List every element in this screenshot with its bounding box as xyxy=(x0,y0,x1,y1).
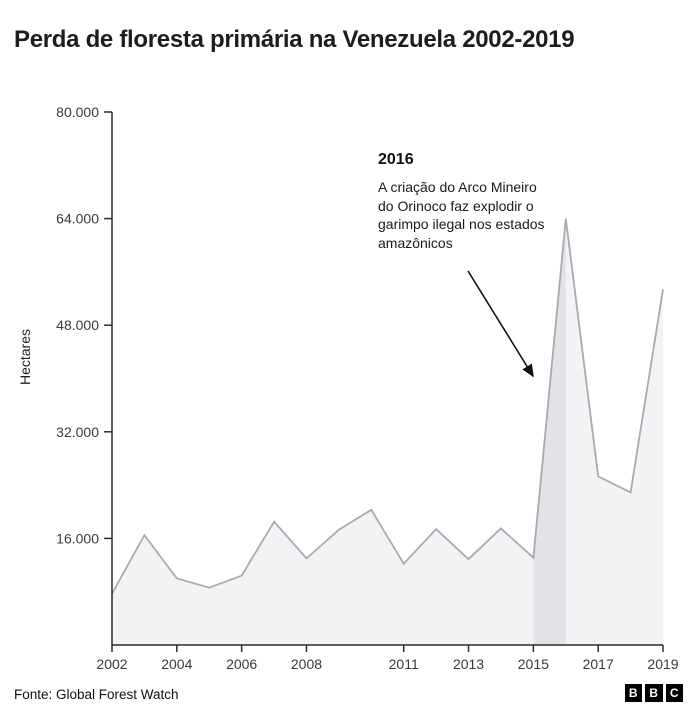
bbc-logo-block: B xyxy=(645,684,663,702)
y-tick-label: 16.000 xyxy=(56,530,99,546)
bbc-logo-block: C xyxy=(665,684,683,702)
x-tick-label: 2013 xyxy=(453,656,484,672)
chart-title: Perda de floresta primária na Venezuela … xyxy=(14,26,575,54)
source-credit: Fonte: Global Forest Watch xyxy=(14,687,179,702)
highlight-band-2015-2016 xyxy=(533,218,566,645)
y-axis-ticks: 80.000 64.000 48.000 32.000 16.000 xyxy=(56,104,112,546)
annotation-arrow xyxy=(467,270,534,378)
x-tick-label: 2002 xyxy=(96,656,127,672)
area-fill-layer xyxy=(112,218,663,645)
x-tick-label: 2006 xyxy=(226,656,257,672)
x-tick-label: 2017 xyxy=(583,656,614,672)
area-fill xyxy=(112,218,663,645)
annotation-line: garimpo ilegal nos estados xyxy=(378,216,545,232)
y-tick-label: 32.000 xyxy=(56,424,99,440)
annotation-heading: 2016 xyxy=(378,151,414,168)
annotation-body: A criação do Arco Mineiro do Orinoco faz … xyxy=(378,178,568,252)
axes-layer xyxy=(111,112,663,646)
x-tick-label: 2008 xyxy=(291,656,322,672)
y-axis-title: Hectares xyxy=(17,328,33,386)
annotation-line: do Orinoco faz explodir o xyxy=(378,197,534,214)
x-tick-label: 2011 xyxy=(389,656,419,672)
y-tick-label: 48.000 xyxy=(56,317,99,333)
x-tick-label: 2004 xyxy=(161,656,192,672)
y-tick-label: 64.000 xyxy=(56,211,99,227)
annotation-line: A criação do Arco Mineiro xyxy=(378,179,537,195)
y-tick-label: 80.000 xyxy=(56,104,99,120)
bbc-logo-block: B xyxy=(624,684,642,702)
series-line xyxy=(111,218,664,595)
annotation-line: amazônicos xyxy=(378,234,453,251)
x-tick-label: 2015 xyxy=(518,656,549,672)
series-line-layer xyxy=(111,218,664,595)
x-tick-label: 2019 xyxy=(647,656,678,672)
x-axis-ticks: 2002 2004 2006 2008 2011 2013 2015 2017 2019 xyxy=(96,645,679,672)
